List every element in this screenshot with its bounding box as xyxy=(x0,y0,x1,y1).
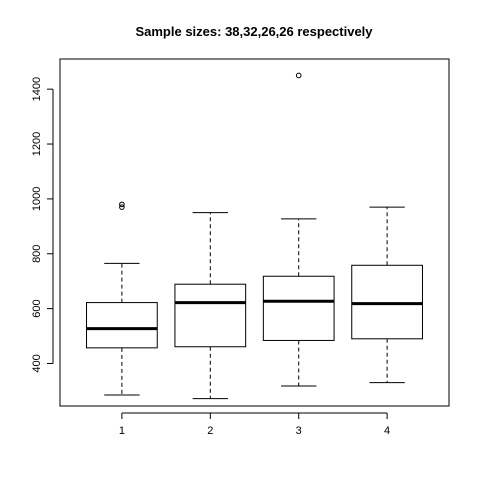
x-tick-label: 3 xyxy=(296,425,302,437)
iqr-box xyxy=(86,302,158,349)
outlier-point xyxy=(119,201,125,208)
y-axis: 400 600 800 1000 1200 1400 xyxy=(31,77,54,373)
box-group xyxy=(86,72,423,400)
x-tick-label: 1 xyxy=(119,425,125,437)
chart-title: Sample sizes: 38,32,26,26 respectively xyxy=(135,24,373,39)
outlier-point xyxy=(119,204,125,210)
y-tick-label: 600 xyxy=(31,299,43,317)
y-tick-label: 1000 xyxy=(31,187,43,211)
iqr-box xyxy=(351,264,423,340)
iqr-box xyxy=(262,275,335,341)
iqr-box xyxy=(174,283,247,348)
x-tick-label: 4 xyxy=(384,425,390,437)
y-tick-label: 1400 xyxy=(31,77,43,101)
outlier-point xyxy=(295,72,302,79)
y-tick-label: 400 xyxy=(31,354,43,372)
x-axis: 1 2 3 4 xyxy=(119,412,390,437)
plot-frame xyxy=(59,58,450,407)
box-4 xyxy=(351,206,423,384)
box-3 xyxy=(262,72,335,387)
y-tick-label: 1200 xyxy=(31,132,43,156)
y-tick-label: 800 xyxy=(31,245,43,263)
x-tick-label: 2 xyxy=(207,425,213,437)
box-1 xyxy=(86,201,158,396)
box-2 xyxy=(174,212,247,400)
